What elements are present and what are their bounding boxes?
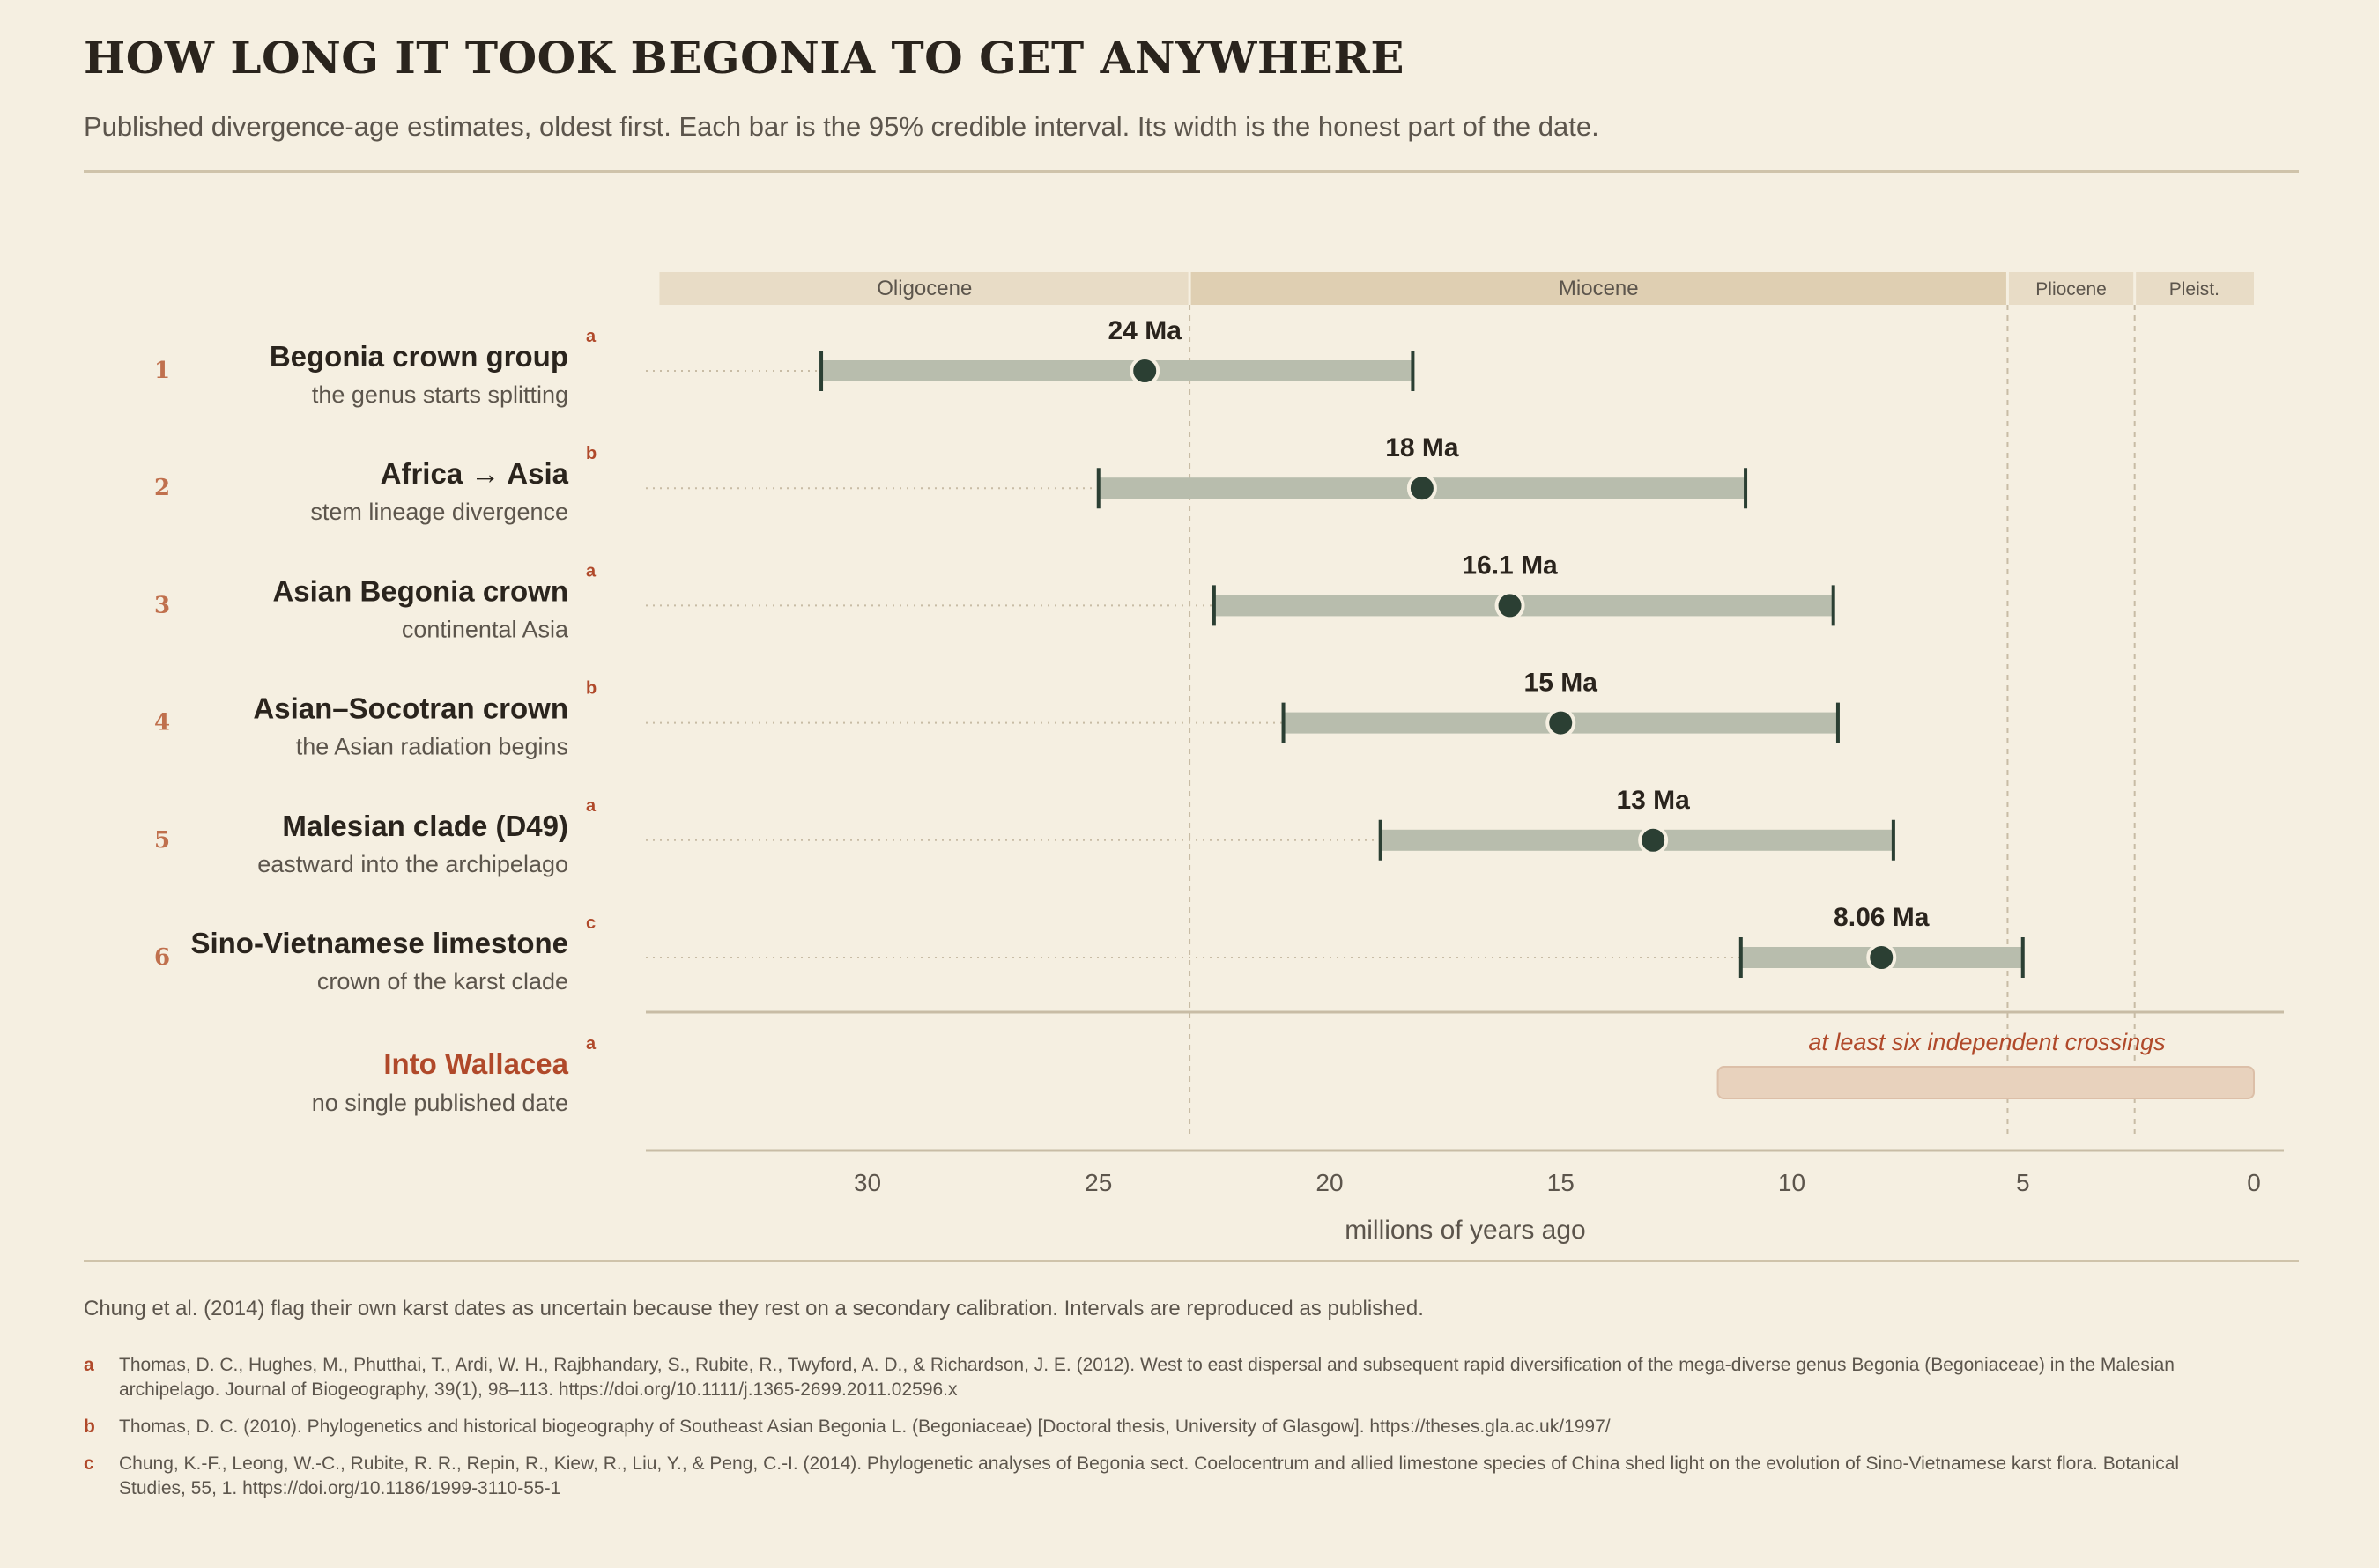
row-label: Into Wallacea [383,1047,568,1080]
epoch-band [2007,272,2135,305]
epoch-label: Miocene [1559,277,1639,300]
reference-text: Thomas, D. C., Hughes, M., Phutthai, T.,… [119,1355,2175,1400]
x-tick-label: 10 [1778,1169,1805,1196]
row-number: 6 [154,944,170,971]
row-sublabel: no single published date [312,1090,568,1116]
x-tick-label: 25 [1085,1169,1112,1196]
row-reference-marker: b [586,444,597,463]
estimate-point [1130,356,1160,386]
epoch-label: Oligocene [877,277,972,300]
estimate-point [1406,473,1437,504]
wallacea-range-band [1716,1066,2255,1099]
estimate-label: 8.06 Ma [1834,903,1930,932]
x-tick-label: 20 [1315,1169,1343,1196]
row-label: Begonia crown group [270,340,568,373]
reference-item: a Thomas, D. C., Hughes, M., Phutthai, T… [84,1353,2234,1402]
estimate-point [1494,590,1525,621]
reference-text: Chung, K.-F., Leong, W.-C., Rubite, R. R… [119,1453,2180,1498]
credible-interval-bar [821,360,1413,381]
row-label: Sino-Vietnamese limestone [190,927,568,959]
epoch-label: Pliocene [2035,279,2107,300]
row-reference-marker: a [586,327,597,346]
estimate-label: 16.1 Ma [1462,551,1558,580]
row-number: 1 [154,358,170,384]
x-tick-label: 5 [2016,1169,2030,1196]
row-sublabel: continental Asia [402,616,569,642]
reference-key: b [84,1416,95,1437]
header-divider [84,170,2299,173]
estimate-point [1545,707,1576,738]
row-label: Africa → Asia [381,457,569,490]
estimate-point [1866,943,1897,973]
x-tick-label: 15 [1547,1169,1575,1196]
x-tick-label: 30 [854,1169,881,1196]
reference-text: Thomas, D. C. (2010). Phylogenetics and … [119,1416,1611,1437]
row-reference-marker: a [586,1034,597,1054]
reference-list: a Thomas, D. C., Hughes, M., Phutthai, T… [84,1353,2234,1513]
divergence-chart: Oligocene Miocene Pliocene Pleist. 1 Begonia … [154,272,2284,1245]
x-axis-label: millions of years ago [1345,1216,1585,1245]
row-sublabel: stem lineage divergence [310,499,568,525]
page-subtitle: Published divergence-age estimates, olde… [84,111,1599,142]
reference-item: c Chung, K.-F., Leong, W.-C., Rubite, R.… [84,1452,2234,1501]
row-sublabel: crown of the karst clade [317,968,568,995]
row-number: 5 [154,827,170,854]
row-reference-marker: a [586,561,597,581]
row-reference-marker: a [586,796,597,816]
row-sublabel: the Asian radiation begins [296,734,568,760]
page-title: HOW LONG IT TOOK BEGONIA TO GET ANYWHERE [84,32,1404,84]
wallacea-note: at least six independent crossings [1808,1029,2165,1055]
estimate-label: 18 Ma [1385,433,1459,462]
estimate-label: 24 Ma [1108,316,1182,345]
row-number: 3 [154,592,170,618]
row-reference-marker: c [586,913,596,933]
row-label: Malesian clade (D49) [282,810,568,842]
epoch-band [2134,272,2254,305]
epoch-label: Pleist. [2169,279,2220,300]
epoch-band [659,272,1190,305]
row-number: 2 [154,475,170,501]
row-sublabel: eastward into the archipelago [257,851,568,877]
footer-divider [84,1260,2299,1262]
row-sublabel: the genus starts splitting [312,381,568,408]
caveat-note: Chung et al. (2014) flag their own karst… [84,1297,1424,1320]
estimate-point [1638,825,1669,855]
epoch-band [1190,272,2008,305]
estimate-label: 13 Ma [1616,786,1690,815]
reference-key: c [84,1453,94,1474]
credible-interval-bar [1380,829,1894,851]
reference-item: b Thomas, D. C. (2010). Phylogenetics an… [84,1415,2234,1439]
row-label: Asian Begonia crown [272,574,568,607]
reference-key: a [84,1355,94,1375]
x-tick-label: 0 [2247,1169,2261,1196]
row-label: Asian–Socotran crown [253,692,568,725]
row-number: 4 [154,710,170,736]
estimate-label: 15 Ma [1524,669,1598,698]
row-reference-marker: b [586,679,597,699]
